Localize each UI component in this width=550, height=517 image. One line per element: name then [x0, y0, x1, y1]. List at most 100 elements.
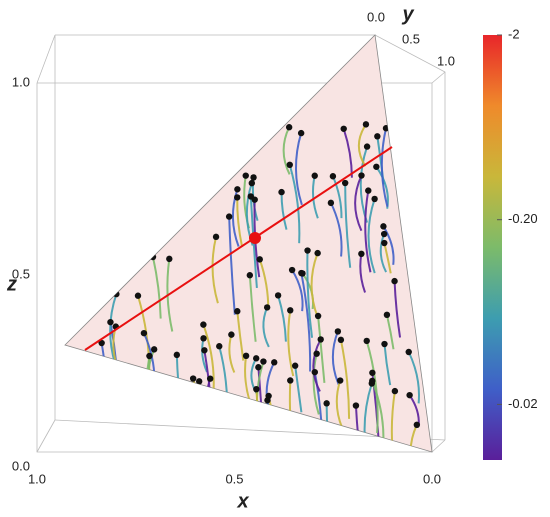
trajectory	[262, 307, 270, 348]
start-point	[314, 312, 322, 320]
trajectory	[277, 295, 287, 342]
trajectory	[244, 355, 251, 402]
start-point	[365, 187, 372, 194]
x-tick-label: 1.0	[28, 471, 46, 486]
start-point	[107, 318, 114, 326]
start-point	[228, 331, 235, 338]
trajectory	[344, 183, 352, 268]
start-point	[383, 311, 391, 319]
start-point	[358, 250, 365, 258]
start-point	[200, 321, 207, 328]
start-point	[297, 129, 305, 137]
start-point	[405, 348, 412, 356]
start-point	[251, 196, 258, 203]
start-point	[336, 377, 344, 384]
trajectory	[295, 132, 303, 206]
trajectory	[312, 338, 322, 392]
start-point	[149, 253, 157, 261]
x-tick-label: 0.0	[423, 471, 441, 486]
start-point	[329, 173, 337, 180]
trajectory	[152, 256, 162, 319]
start-point	[362, 121, 370, 128]
z-axis-label: z	[6, 273, 17, 295]
x-tick-label: 0.5	[225, 471, 243, 486]
trajectory	[288, 164, 301, 244]
trajectory	[192, 378, 202, 420]
trajectory	[197, 381, 205, 452]
start-point	[242, 172, 249, 179]
start-point	[260, 358, 267, 365]
trajectory	[363, 383, 373, 452]
fixed-point	[249, 232, 261, 244]
start-point	[234, 186, 241, 193]
start-point	[271, 359, 278, 366]
start-point	[373, 163, 380, 170]
trajectory	[393, 281, 402, 338]
trajectory	[339, 339, 351, 419]
trajectory	[379, 233, 387, 273]
start-point	[173, 351, 181, 359]
start-point	[363, 143, 371, 150]
trajectory	[364, 190, 372, 273]
start-point	[334, 328, 342, 335]
start-point	[369, 369, 376, 376]
y-axis-label: y	[401, 3, 414, 25]
start-point	[200, 335, 207, 342]
start-point	[98, 339, 105, 347]
trajectory	[282, 126, 291, 175]
start-point	[391, 277, 398, 285]
trajectory	[390, 390, 399, 452]
start-point	[256, 256, 263, 263]
trajectory	[380, 128, 389, 208]
start-point	[201, 347, 208, 354]
start-point	[304, 247, 311, 254]
start-point	[352, 402, 360, 409]
z-tick-label: 0.0	[12, 458, 30, 473]
start-point	[327, 199, 335, 207]
start-point	[374, 133, 381, 140]
start-point	[206, 375, 214, 382]
start-point	[146, 352, 153, 360]
start-point	[253, 355, 260, 362]
trajectory	[306, 250, 314, 338]
trajectory	[312, 353, 320, 415]
colorbar	[483, 35, 502, 460]
trajectory	[211, 236, 219, 304]
start-point	[263, 304, 271, 311]
start-point	[413, 421, 421, 429]
start-point	[314, 249, 321, 257]
trajectory	[383, 343, 392, 386]
start-point	[246, 272, 254, 279]
start-point	[134, 292, 142, 299]
y-tick-label: 0.0	[367, 9, 385, 24]
start-point	[113, 290, 120, 298]
start-point	[140, 329, 148, 337]
start-point	[406, 391, 413, 399]
trajectory	[310, 252, 319, 318]
colorbar-tick-label: -0.02	[508, 396, 538, 411]
trajectory	[335, 380, 344, 429]
trajectory	[311, 175, 319, 219]
start-point	[248, 179, 256, 187]
start-point	[380, 223, 387, 230]
start-point	[340, 125, 347, 132]
start-point	[358, 172, 365, 179]
start-point	[288, 266, 296, 274]
y-tick-label: 0.5	[402, 31, 420, 46]
z-tick-label: 0.5	[12, 266, 30, 281]
start-point	[369, 377, 376, 385]
start-point	[337, 336, 345, 344]
start-point	[287, 307, 294, 314]
start-point	[216, 343, 223, 350]
start-point	[391, 387, 399, 395]
start-point	[371, 195, 378, 203]
start-point	[317, 336, 324, 343]
invariant-line	[84, 146, 393, 351]
y-tick-label: 1.0	[437, 53, 455, 68]
start-point	[341, 179, 349, 187]
trajectory	[228, 216, 236, 315]
start-point	[265, 392, 272, 400]
start-point	[212, 233, 220, 241]
colorbar-tick-label: -2	[508, 26, 520, 41]
trajectory	[409, 424, 418, 452]
